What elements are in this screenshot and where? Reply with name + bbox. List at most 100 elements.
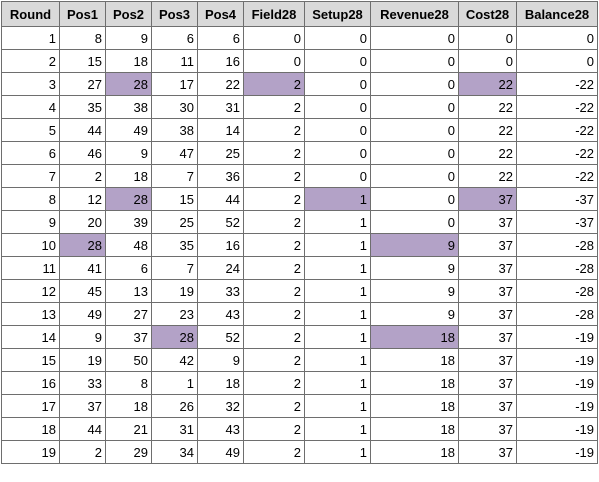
- table-cell: 37: [458, 279, 517, 303]
- table-cell: 9: [105, 141, 152, 165]
- table-cell: 19: [1, 440, 60, 464]
- table-cell: 0: [304, 72, 371, 96]
- table-cell: 11: [1, 256, 60, 280]
- table-cell: 5: [1, 118, 60, 142]
- table-cell: 38: [105, 95, 152, 119]
- column-header-pos4: Pos4: [197, 1, 244, 27]
- table-cell: 0: [304, 26, 371, 50]
- table-row: 3 27 28 17 22 2 0 0 22 -22: [1, 72, 598, 96]
- table-cell: 37: [458, 325, 517, 349]
- table-cell: -19: [516, 417, 598, 441]
- table-cell: 2: [59, 440, 106, 464]
- table-cell: 3: [1, 72, 60, 96]
- table-row: 18 44 21 31 43 2 1 18 37 -19: [1, 417, 598, 441]
- table-cell: -28: [516, 302, 598, 326]
- table-cell: 48: [105, 233, 152, 257]
- column-header-pos2: Pos2: [105, 1, 152, 27]
- table-cell: 0: [370, 26, 459, 50]
- table-cell: -22: [516, 141, 598, 165]
- table-cell: 9: [1, 210, 60, 234]
- table-cell: 9: [370, 279, 459, 303]
- table-row: 6 46 9 47 25 2 0 0 22 -22: [1, 141, 598, 165]
- table-row: 7 2 18 7 36 2 0 0 22 -22: [1, 164, 598, 188]
- table-row: 16 33 8 1 18 2 1 18 37 -19: [1, 371, 598, 395]
- table-cell: 37: [458, 233, 517, 257]
- table-cell: 34: [151, 440, 198, 464]
- table-cell: -19: [516, 325, 598, 349]
- table-row: 2 15 18 11 16 0 0 0 0 0: [1, 49, 598, 73]
- table-cell: 2: [243, 233, 305, 257]
- table-cell: 0: [243, 49, 305, 73]
- table-cell: 18: [105, 394, 152, 418]
- table-cell: 22: [458, 141, 517, 165]
- table-cell: 0: [243, 26, 305, 50]
- table-cell: 2: [243, 187, 305, 211]
- table-cell: 10: [1, 233, 60, 257]
- table-cell: 2: [243, 302, 305, 326]
- table-cell: 37: [458, 417, 517, 441]
- table-cell: 18: [370, 348, 459, 372]
- table-cell: -22: [516, 164, 598, 188]
- table-row: 5 44 49 38 14 2 0 0 22 -22: [1, 118, 598, 142]
- table-cell: 0: [370, 118, 459, 142]
- table-cell: 22: [197, 72, 244, 96]
- table-cell: 2: [243, 325, 305, 349]
- table-cell: 44: [59, 417, 106, 441]
- table-cell: -19: [516, 440, 598, 464]
- table-cell: 27: [105, 302, 152, 326]
- table-cell: 28: [59, 233, 106, 257]
- table-cell: 8: [59, 26, 106, 50]
- table-cell: -28: [516, 256, 598, 280]
- table-cell: 33: [59, 371, 106, 395]
- table-cell: 9: [197, 348, 244, 372]
- table-cell: 1: [304, 233, 371, 257]
- table-cell: 36: [197, 164, 244, 188]
- table-cell: 8: [105, 371, 152, 395]
- table-cell: 2: [243, 279, 305, 303]
- table-cell: 2: [243, 348, 305, 372]
- table-cell: 0: [304, 164, 371, 188]
- table-cell: 22: [458, 118, 517, 142]
- table-cell: 14: [197, 118, 244, 142]
- table-cell: 1: [304, 394, 371, 418]
- table-cell: 6: [151, 26, 198, 50]
- table-cell: 18: [1, 417, 60, 441]
- table-cell: 25: [151, 210, 198, 234]
- table-cell: 19: [151, 279, 198, 303]
- table-cell: 0: [370, 187, 459, 211]
- table-row: 10 28 48 35 16 2 1 9 37 -28: [1, 233, 598, 257]
- table-cell: -19: [516, 394, 598, 418]
- table-cell: 18: [105, 164, 152, 188]
- table-cell: 9: [370, 256, 459, 280]
- table-cell: -22: [516, 118, 598, 142]
- table-cell: 0: [516, 26, 598, 50]
- table-cell: 2: [243, 417, 305, 441]
- table-cell: 33: [197, 279, 244, 303]
- table-cell: 2: [243, 210, 305, 234]
- table-cell: 37: [458, 210, 517, 234]
- table-cell: 22: [458, 72, 517, 96]
- table-row: 4 35 38 30 31 2 0 0 22 -22: [1, 95, 598, 119]
- table-cell: 27: [59, 72, 106, 96]
- column-header-round: Round: [1, 1, 60, 27]
- table-cell: 0: [304, 118, 371, 142]
- table-cell: 21: [105, 417, 152, 441]
- table-cell: 1: [1, 26, 60, 50]
- table-cell: 0: [304, 49, 371, 73]
- table-cell: 13: [1, 302, 60, 326]
- table-cell: 37: [458, 440, 517, 464]
- table-cell: 1: [151, 371, 198, 395]
- table-cell: 1: [304, 187, 371, 211]
- table-cell: 20: [59, 210, 106, 234]
- column-header-pos3: Pos3: [151, 1, 198, 27]
- table-cell: 8: [1, 187, 60, 211]
- table-cell: 15: [1, 348, 60, 372]
- table-cell: 2: [243, 440, 305, 464]
- table-cell: 2: [59, 164, 106, 188]
- table-row: 12 45 13 19 33 2 1 9 37 -28: [1, 279, 598, 303]
- table-cell: 37: [458, 187, 517, 211]
- table-cell: 37: [105, 325, 152, 349]
- table-body: 1 8 9 6 6 0 0 0 0 0 2 15 18 11 16 0 0 0 0 0 3 27 28 17 22 2 0 0 22 -2…: [1, 26, 598, 464]
- table-cell: 1: [304, 440, 371, 464]
